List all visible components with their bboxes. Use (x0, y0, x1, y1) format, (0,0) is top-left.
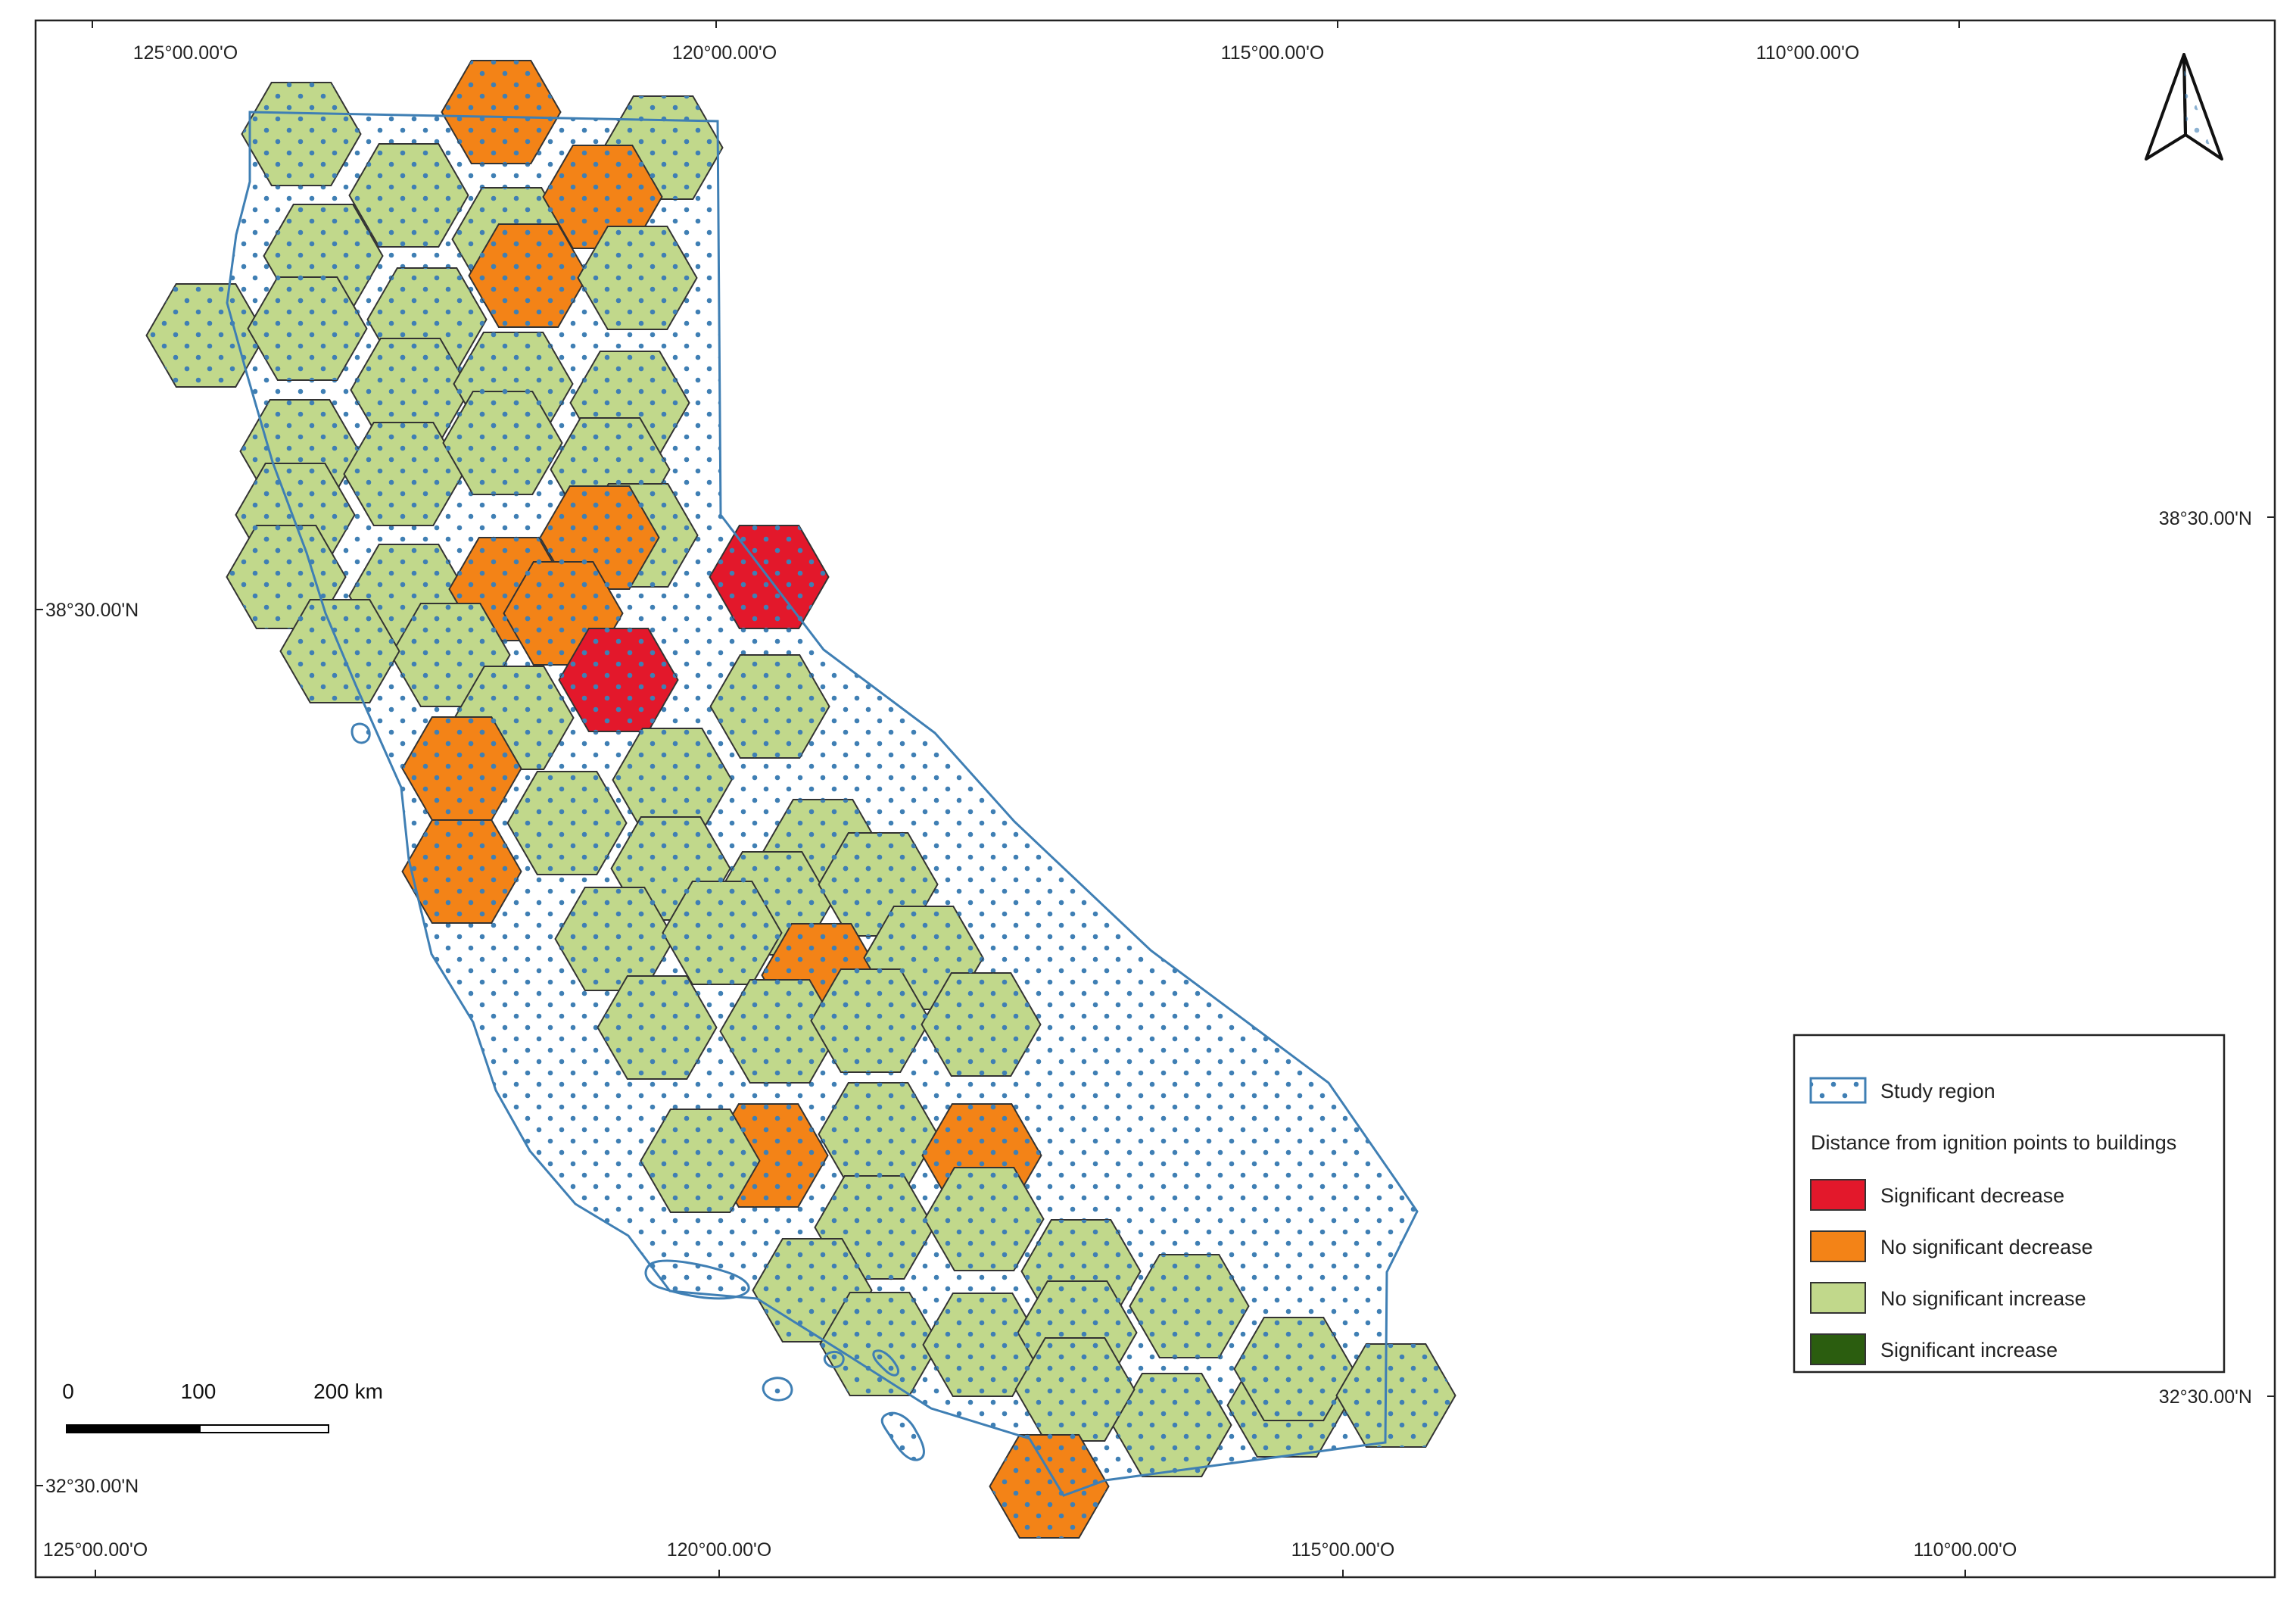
hexagon-dots (350, 338, 470, 441)
bottom-lon-label: 110°00.00'O (1914, 1539, 2017, 1561)
hexagon-dots (924, 1168, 1044, 1271)
hexagon-dots (710, 655, 830, 758)
hexagon-dot-overlay (146, 61, 1456, 1538)
left-lat-label: 32°30.00'N (45, 1476, 139, 1497)
hexagon-dots (923, 1293, 1042, 1396)
scale-bar: 0 100 200 km (62, 1380, 383, 1433)
hexagon-dots (443, 391, 562, 494)
hexagon-dots (146, 284, 266, 387)
island (880, 1411, 925, 1461)
hexagon-dots (507, 772, 627, 875)
hexagon-dots (344, 423, 463, 525)
hexagon-dots (662, 881, 782, 984)
north-arrow-icon (2145, 53, 2223, 161)
island (823, 1350, 845, 1368)
hexagon-dots (559, 628, 678, 731)
top-lon-label: 120°00.00'O (672, 42, 777, 64)
legend-section-title: Distance from ignition points to buildin… (1811, 1131, 2176, 1154)
island (762, 1377, 793, 1402)
hexagon-dots (402, 820, 522, 923)
hexagon-dots (441, 61, 561, 164)
top-lon-label: 110°00.00'O (1756, 42, 1860, 64)
hexagon-dots (989, 1435, 1109, 1538)
hexagon-dots (640, 1109, 760, 1212)
hexagon-dots (818, 1083, 938, 1186)
hexagon-dots (555, 887, 674, 990)
legend-swatch (1810, 1282, 1866, 1314)
legend-swatch (1810, 1333, 1866, 1365)
hexagon-dots (1112, 1374, 1232, 1477)
legend-swatch (1810, 1230, 1866, 1262)
hexagon-dots (248, 277, 367, 380)
top-lon-label: 125°00.00'O (133, 42, 238, 64)
legend-item-label: Significant increase (1880, 1339, 2058, 1361)
left-lat-label: 38°30.00'N (45, 600, 139, 621)
bottom-lon-label: 115°00.00'O (1291, 1539, 1395, 1561)
legend-item-label: No significant decrease (1880, 1236, 2093, 1258)
hexagon-dots (402, 717, 522, 820)
hexagon-dots (1336, 1344, 1456, 1447)
graticule-ticks (36, 20, 2275, 1577)
top-lon-label: 115°00.00'O (1221, 42, 1325, 64)
island (350, 722, 371, 744)
legend-study-region-label: Study region (1880, 1080, 1995, 1102)
hexagon-dots (543, 145, 662, 248)
hexagon-dots (612, 728, 732, 831)
bottom-lon-label: 120°00.00'O (667, 1539, 772, 1561)
hexagon-grid (145, 60, 1456, 1539)
right-lat-label: 38°30.00'N (2159, 508, 2252, 529)
hexagon-dots (597, 976, 717, 1079)
hexagon-dots (820, 1293, 939, 1396)
islands (350, 722, 925, 1461)
legend-study-region-swatch (1809, 1077, 1867, 1104)
hexagon-dots (578, 226, 697, 329)
hexagon-dots (1129, 1255, 1249, 1358)
legend-swatch (1810, 1179, 1866, 1211)
hexagon-dots (1234, 1318, 1354, 1420)
scale-label-100: 100 (181, 1380, 217, 1403)
hexagon-dots (241, 83, 361, 186)
legend-item-label: Significant decrease (1880, 1184, 2064, 1207)
scale-label-0: 0 (62, 1380, 74, 1403)
legend: Study region Distance from ignition poin… (1793, 1034, 2226, 1374)
right-lat-label: 32°30.00'N (2159, 1386, 2252, 1408)
graticule-labels: 125°00.00'O 120°00.00'O 115°00.00'O 110°… (43, 42, 2252, 1561)
island (644, 1259, 750, 1300)
bottom-lon-label: 125°00.00'O (43, 1539, 148, 1561)
hexagon-dots (811, 969, 930, 1072)
hexagon-dots (469, 224, 588, 327)
hexagon-dots (349, 144, 469, 247)
hexagon-dots (921, 973, 1041, 1076)
hexagon-dots (1015, 1338, 1135, 1441)
hexagon-dots (280, 600, 400, 703)
legend-item-label: No significant increase (1880, 1287, 2086, 1310)
island (872, 1349, 899, 1377)
scale-label-200: 200 km (313, 1380, 383, 1403)
hexagon-dots (720, 980, 840, 1083)
